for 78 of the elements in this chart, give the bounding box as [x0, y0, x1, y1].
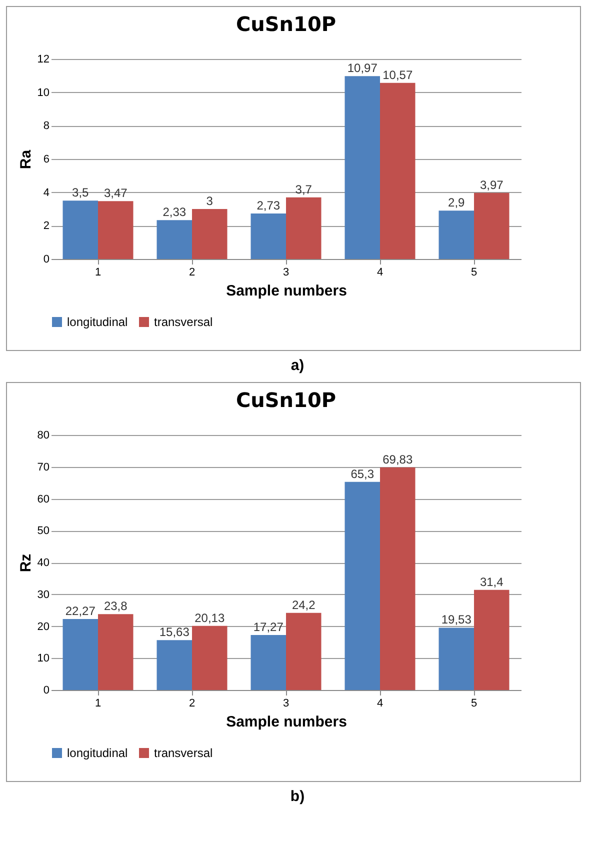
bar	[286, 197, 322, 259]
bar	[474, 590, 510, 690]
data-label: 3,47	[104, 186, 128, 200]
bar	[474, 192, 510, 259]
x-tick-label: 5	[470, 698, 478, 710]
bar	[192, 626, 228, 690]
bar	[250, 634, 286, 690]
bar	[98, 614, 134, 690]
data-label: 3,7	[295, 182, 312, 196]
bar	[344, 76, 380, 259]
data-label: 20,13	[194, 610, 225, 625]
legend-label: transversal	[154, 315, 213, 329]
data-label: 69,83	[382, 452, 413, 466]
y-tick-label: 50	[37, 525, 50, 538]
x-tick-label: 2	[188, 698, 196, 710]
text: b)	[289, 788, 306, 805]
bar	[438, 628, 474, 690]
x-tick-label: 2	[188, 266, 196, 278]
y-tick-label: 70	[37, 461, 50, 474]
data-label: 23,8	[104, 599, 128, 614]
y-axis-title: Rz	[17, 554, 34, 572]
data-label: 3,97	[480, 178, 504, 192]
data-label: 19,53	[441, 612, 472, 627]
x-tick-label: 3	[282, 266, 290, 278]
y-tick-label: 0	[43, 254, 50, 266]
x-axis-title: Sample numbers	[226, 714, 347, 730]
x-tick-label: 1	[94, 266, 102, 278]
x-axis-title: Sample numbers	[226, 282, 347, 300]
x-tick-label: 4	[376, 266, 384, 278]
y-axis-title: Ra	[17, 149, 34, 170]
data-label: 31,4	[480, 574, 504, 589]
y-tick-label: 40	[37, 557, 50, 569]
data-label: 10,57	[382, 68, 413, 82]
bar	[250, 214, 286, 259]
y-tick-label: 20	[37, 620, 50, 633]
data-label: 17,27	[253, 620, 284, 634]
bar	[98, 201, 134, 259]
data-label: 22,27	[65, 604, 96, 618]
y-tick-label: 10	[37, 86, 50, 99]
data-label: 2,9	[448, 196, 466, 210]
legend-label: longitudinal	[67, 315, 128, 329]
bar	[438, 210, 474, 259]
y-tick-label: 80	[37, 430, 50, 442]
chart-title: CuSn10P	[236, 388, 336, 412]
bar	[156, 220, 192, 259]
data-label: 10,97	[347, 61, 378, 76]
x-tick-label: 1	[94, 698, 102, 710]
bar	[192, 209, 228, 259]
chart-title: CuSn10P	[236, 12, 336, 36]
x-tick-label: 4	[376, 698, 384, 710]
bar	[380, 82, 416, 259]
y-tick-label: 12	[37, 54, 50, 66]
y-tick-label: 0	[43, 684, 50, 696]
x-tick-label: 5	[470, 266, 478, 278]
bar	[380, 467, 416, 690]
bar	[62, 619, 98, 690]
y-tick-label: 8	[43, 120, 50, 132]
data-label: 3,5	[72, 186, 90, 200]
y-tick-label: 10	[37, 652, 50, 665]
x-tick-label: 3	[282, 698, 290, 710]
bar	[286, 612, 322, 690]
y-tick-label: 4	[43, 186, 50, 199]
y-tick-label: 60	[37, 493, 50, 506]
y-tick-label: 30	[37, 588, 50, 601]
bar	[344, 482, 380, 690]
bar	[156, 640, 192, 690]
text: a)	[290, 357, 306, 374]
data-label: 15,63	[159, 625, 190, 640]
y-tick-label: 2	[43, 220, 50, 232]
data-label: 65,3	[350, 466, 374, 481]
data-label: 2,33	[162, 205, 186, 220]
legend-label: transversal	[154, 746, 213, 760]
bar	[62, 200, 98, 259]
data-label: 24,2	[292, 598, 316, 612]
data-label: 3	[206, 194, 214, 208]
legend-label: longitudinal	[67, 746, 128, 760]
data-label: 2,73	[256, 198, 280, 212]
y-tick-label: 6	[43, 154, 50, 166]
